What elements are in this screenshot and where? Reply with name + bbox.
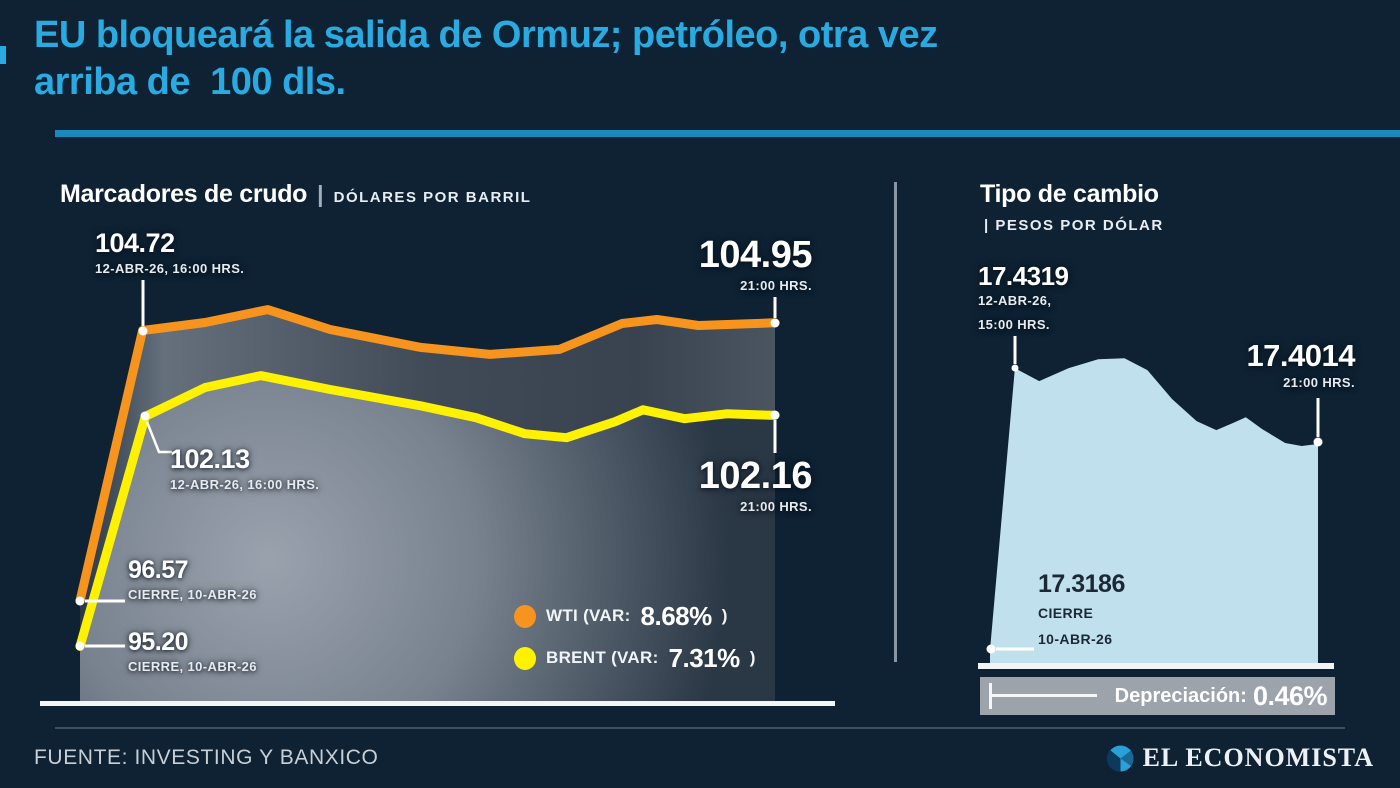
crude-chart-subtitle: DÓLARES POR BARRIL — [333, 189, 532, 206]
crude-fill-between-lines — [80, 309, 775, 647]
brent-legend-prefix: BRENT (VAR: — [546, 648, 659, 667]
fx-last-marker — [1313, 437, 1323, 447]
wti-last-value: 104.95 — [698, 234, 813, 276]
headline-accent — [0, 46, 6, 64]
headline: EU bloqueará la salida de Ormuz; petróle… — [34, 14, 938, 103]
charts-divider — [894, 182, 897, 662]
fx-chart-subtitle: | PESOS POR DÓLAR — [984, 217, 1164, 234]
fx-chart-title: Tipo de cambio — [980, 180, 1159, 208]
depreciation-text: Depreciación: 0.46% — [1114, 677, 1328, 715]
wti-open-label: 104.72 12-ABR-26, 16:00 HRS. — [95, 230, 244, 278]
wti-last-marker — [770, 318, 780, 328]
wti-line — [75, 305, 780, 606]
depreciation-label: Depreciación: — [1114, 684, 1247, 707]
wti-prev-close-label: 96.57 CIERRE, 10-ABR-26 — [128, 558, 257, 604]
fx-area — [990, 358, 1318, 663]
fx-last-value: 17.4014 — [1246, 338, 1355, 373]
depreciation-value: 0.46% — [1252, 680, 1328, 711]
fx-open-caption-line1: 12-ABR-26, — [978, 293, 1052, 308]
brent-prev-close-label: 95.20 CIERRE, 10-ABR-26 — [128, 630, 257, 676]
fx-prev-close-caption-line1: CIERRE — [1038, 605, 1094, 621]
brent-open-tick — [145, 421, 172, 454]
brent-open-label: 102.13 12-ABR-26, 16:00 HRS. — [170, 446, 319, 494]
crude-chart-separator: | — [317, 181, 324, 207]
crude-fill-below-brent — [80, 375, 775, 703]
depreciation-bar: Depreciación: 0.46% — [980, 677, 1335, 715]
brent-last-value: 102.16 — [698, 455, 813, 497]
fx-chart-header: Tipo de cambio | PESOS POR DÓLAR — [980, 180, 1164, 234]
fx-prev-close-label: 17.3186 CIERRE 10-ABR-26 — [1038, 572, 1125, 649]
legend-item-wti: WTI (VAR: 8.68% ) — [514, 598, 728, 634]
el-economista-logo-icon — [1106, 745, 1134, 772]
fx-prev-close-value: 17.3186 — [1038, 570, 1125, 598]
brent-legend-swatch-icon — [514, 646, 536, 670]
brent-var-value: 7.31% — [668, 642, 741, 673]
brent-open-caption: 12-ABR-26, 16:00 HRS. — [170, 477, 320, 492]
crude-chart-header: Marcadores de crudo | DÓLARES POR BARRIL — [60, 180, 531, 209]
brent-last-caption: 21:00 HRS. — [740, 499, 812, 514]
fx-last-caption: 21:00 HRS. — [1283, 375, 1355, 390]
brent-prev-close-marker — [75, 641, 85, 651]
wti-var-value: 8.68% — [640, 600, 713, 631]
fx-open-value: 17.4319 — [978, 261, 1069, 291]
brand-name: EL ECONOMISTA — [1142, 743, 1374, 772]
footer-rule — [55, 727, 1345, 729]
brent-legend-suffix: ) — [749, 648, 756, 667]
brand-logo: EL ECONOMISTA — [1106, 743, 1374, 773]
brent-last-label: 102.16 21:00 HRS. — [630, 455, 813, 516]
wti-prev-close-value: 96.57 — [128, 556, 189, 584]
fx-prev-close-caption-line2: 10-ABR-26 — [1038, 630, 1113, 647]
legend-item-brent: BRENT (VAR: 7.31% ) — [514, 640, 756, 676]
brent-prev-close-value: 95.20 — [128, 628, 189, 656]
wti-open-value: 104.72 — [95, 228, 175, 258]
brent-last-marker — [770, 410, 780, 420]
crude-chart-title: Marcadores de crudo — [60, 180, 308, 208]
brent-prev-close-caption: CIERRE, 10-ABR-26 — [128, 659, 257, 674]
wti-legend-swatch-icon — [514, 604, 536, 628]
wti-prev-close-marker — [75, 596, 85, 606]
wti-open-marker — [138, 326, 148, 336]
brent-open-marker — [140, 411, 150, 421]
fx-last-label: 17.4014 21:00 HRS. — [1200, 340, 1355, 392]
fx-open-caption-line2: 15:00 HRS. — [978, 316, 1050, 332]
footer-source: FUENTE: INVESTING Y BANXICO — [34, 746, 379, 769]
wti-legend-suffix: ) — [721, 606, 728, 625]
fx-open-marker — [1011, 364, 1019, 372]
depreciation-bracket-horizontal — [989, 694, 1097, 697]
fx-prev-close-marker — [986, 644, 996, 654]
wti-last-caption: 21:00 HRS. — [740, 278, 812, 293]
wti-last-label: 104.95 21:00 HRS. — [640, 234, 813, 295]
fx-open-label: 17.4319 12-ABR-26, 15:00 HRS. — [978, 261, 1069, 333]
crude-baseline — [40, 701, 835, 706]
brent-open-value: 102.13 — [170, 444, 250, 474]
wti-prev-close-caption: CIERRE, 10-ABR-26 — [128, 587, 257, 602]
wti-open-caption: 12-ABR-26, 16:00 HRS. — [95, 261, 245, 276]
headline-rule — [55, 130, 1400, 137]
brent-line — [75, 371, 780, 651]
wti-legend-prefix: WTI (VAR: — [546, 606, 631, 625]
fx-baseline — [978, 663, 1334, 669]
